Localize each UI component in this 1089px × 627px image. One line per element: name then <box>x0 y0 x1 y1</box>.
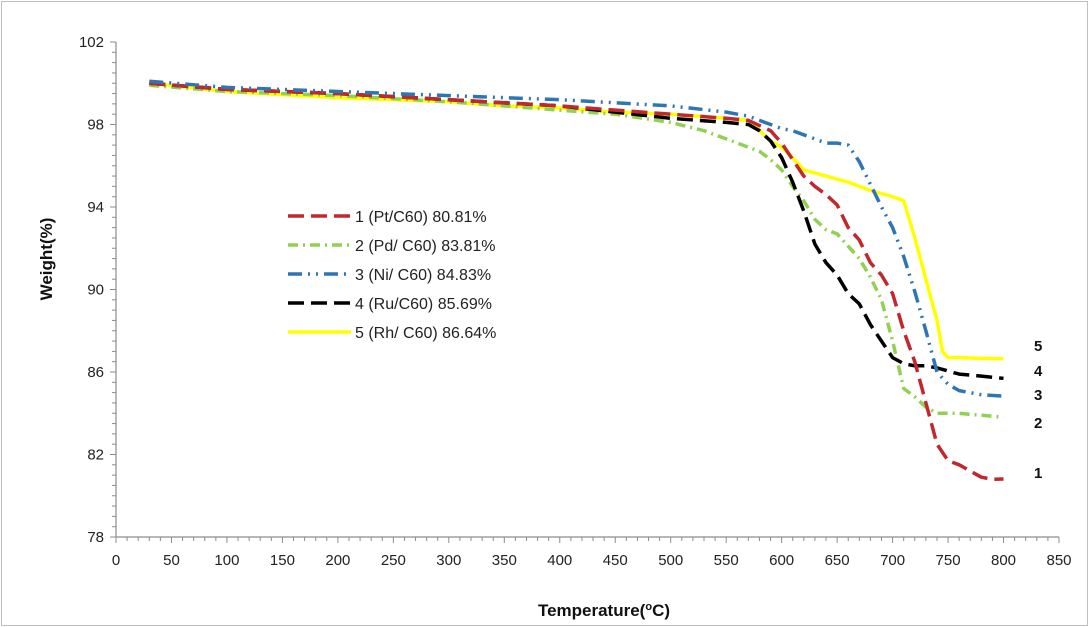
end-label-5: 5 <box>1034 338 1042 355</box>
legend-item-3: 3 (Ni/ C60) 84.83% <box>288 267 491 284</box>
end-label-3: 3 <box>1034 387 1042 404</box>
series-line-5 <box>149 81 1004 361</box>
end-label-4: 4 <box>1034 363 1043 380</box>
legend-label: 2 (Pd/ C60) 83.81% <box>355 238 496 255</box>
x-tick-label: 350 <box>492 552 517 569</box>
x-axis-title-sup: o <box>645 601 652 613</box>
x-tick-label: 150 <box>270 552 295 569</box>
x-tick-label: 0 <box>112 552 120 569</box>
legend-label: 1 (Pt/C60) 80.81% <box>355 209 487 226</box>
tick-labels: 0 50 100 150 200 250 300 350 400 450 500 550 600 650 7… <box>79 34 1072 569</box>
legend-label: 4 (Ru/C60) 85.69% <box>355 296 492 313</box>
end-label-1: 1 <box>1034 465 1042 482</box>
y-tick-label: 78 <box>87 529 104 546</box>
x-axis-title: Temperature(oC) <box>538 601 670 620</box>
legend-item-1: 1 (Pt/C60) 80.81% <box>288 209 487 226</box>
x-tick-label: 400 <box>547 552 572 569</box>
x-tick-label: 850 <box>1046 552 1071 569</box>
legend-item-5: 5 (Rh/ C60) 86.64% <box>288 325 496 342</box>
legend: 1 (Pt/C60) 80.81% 2 (Pd/ C60) 83.81% 3 (Ni… <box>288 209 496 342</box>
x-tick-label: 650 <box>825 552 850 569</box>
y-tick-label: 82 <box>87 447 104 464</box>
x-tick-label: 550 <box>714 552 739 569</box>
y-axis-title: Weight(%) <box>37 218 56 301</box>
series-end-labels: 1 2 3 4 5 <box>1034 338 1043 482</box>
x-tick-label: 800 <box>991 552 1016 569</box>
y-tick-label: 98 <box>87 117 104 134</box>
x-tick-label: 750 <box>936 552 961 569</box>
x-tick-label: 250 <box>381 552 406 569</box>
legend-label: 5 (Rh/ C60) 86.64% <box>355 325 496 342</box>
y-tick-label: 86 <box>87 364 104 381</box>
x-tick-label: 450 <box>603 552 628 569</box>
x-axis-title-post: C) <box>652 601 670 620</box>
series-line-3 <box>149 79 1004 398</box>
legend-item-4: 4 (Ru/C60) 85.69% <box>288 296 492 313</box>
legend-item-2: 2 (Pd/ C60) 83.81% <box>288 238 496 255</box>
x-tick-label: 200 <box>325 552 350 569</box>
x-tick-label: 100 <box>214 552 239 569</box>
x-tick-label: 300 <box>436 552 461 569</box>
x-axis-title-pre: Temperature( <box>538 601 646 620</box>
series-line-2 <box>149 83 1004 419</box>
end-label-2: 2 <box>1034 415 1042 432</box>
x-tick-label: 700 <box>880 552 905 569</box>
x-tick-label: 600 <box>769 552 794 569</box>
series-line-1 <box>149 81 1004 482</box>
plot-lines <box>149 79 1004 482</box>
x-tick-label: 500 <box>658 552 683 569</box>
y-tick-label: 102 <box>79 34 104 51</box>
y-tick-label: 90 <box>87 282 104 299</box>
x-tick-label: 50 <box>163 552 180 569</box>
axes <box>110 41 1060 543</box>
y-tick-label: 94 <box>87 199 104 216</box>
series-line-4 <box>149 81 1004 381</box>
legend-label: 3 (Ni/ C60) 84.83% <box>355 267 491 284</box>
